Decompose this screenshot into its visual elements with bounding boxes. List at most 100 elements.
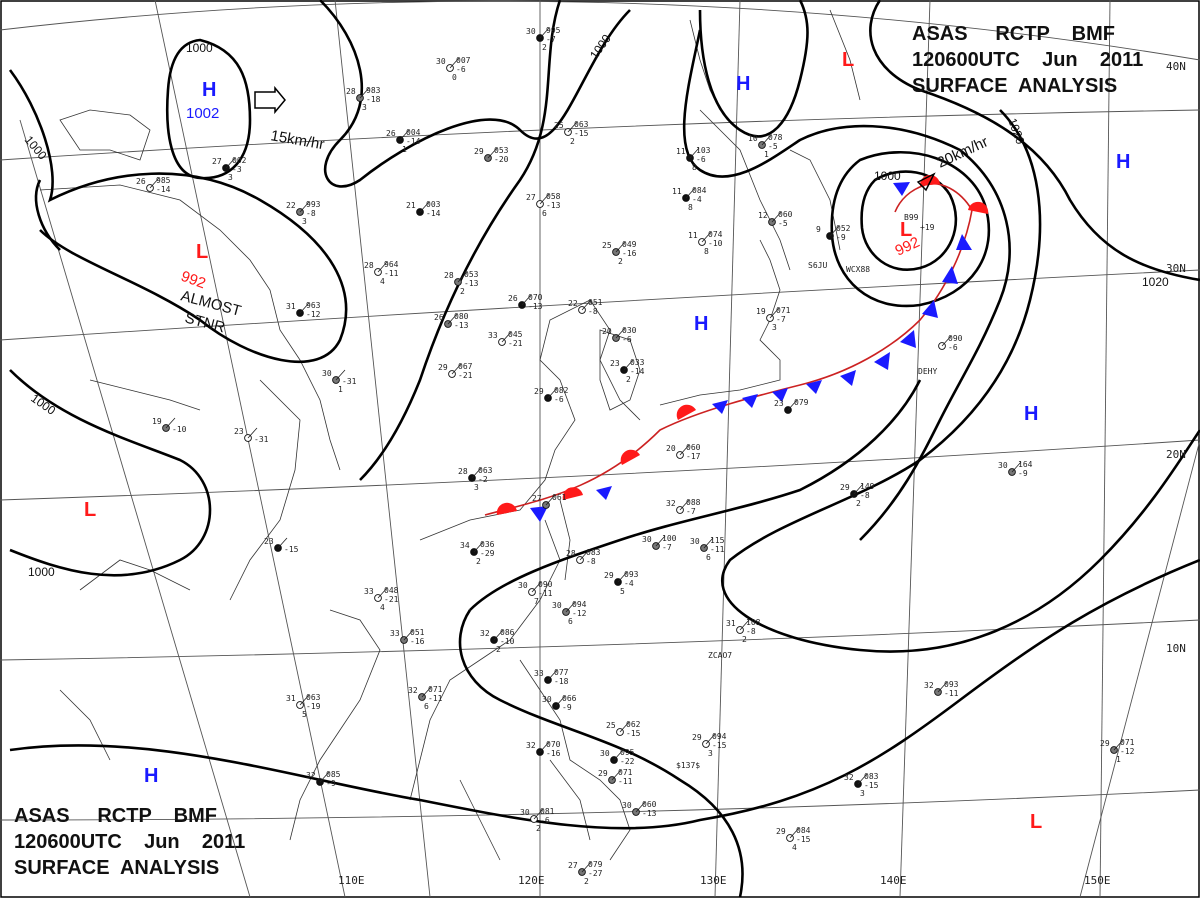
station-code: B99 [904,213,919,222]
station-temperature: 29 [438,363,448,372]
coast-outline [789,149,841,251]
station-plot: 12 060-5 [758,210,793,228]
station-plot: 30 066-9 [542,694,577,712]
station-extra: 3 [708,749,713,758]
station-pressure: 066 [562,694,577,703]
station-tendency: -8 [306,209,316,218]
station-temperature: 11 [672,187,682,196]
wind-barb-icon [679,444,690,456]
station-extra: 8 [688,203,693,212]
station-plot: 33 045-21 [488,330,523,348]
station-pressure: 060 [642,800,657,809]
station-plot: 25 049-162 [602,240,637,266]
station-extra: 5 [302,710,307,719]
wind-barb-icon [615,241,626,253]
coast-outline [549,759,591,841]
station-temperature: 30 [542,695,552,704]
station-tendency: -14 [630,367,645,376]
station-tendency: -11 [618,777,633,786]
station-pressure: 067 [458,362,473,371]
station-pressure: 083 [586,548,601,557]
station-pressure: 030 [622,326,637,335]
front-line [484,183,973,516]
station-temperature: 29 [534,387,544,396]
wind-barb-icon [473,541,484,553]
wind-barb-icon [617,571,628,583]
station-temperature: 21 [406,201,416,210]
station-temperature: 29 [604,571,614,580]
coast-outline [229,379,301,601]
coastlines [39,9,861,861]
station-temperature: 33 [390,629,400,638]
wind-barb-icon [829,225,840,237]
station-tendency: -7 [686,507,696,516]
station-extra: 6 [568,617,573,626]
station-extra: 7 [534,597,539,606]
station-temperature: 31 [726,619,736,628]
station-plot: 28 983-183 [346,86,381,112]
isobar-line [830,151,991,308]
wind-barb-icon [539,741,550,753]
coast-outline [89,379,201,411]
station-plot: 22 993-83 [286,200,321,226]
station-extra: 4 [380,277,385,286]
annotations: 15km/hr 20km/hr ALMOST STNR [179,127,991,336]
station-temperature: 31 [286,694,296,703]
station-extra: 8 [704,247,709,256]
station-temperature: 28 [346,87,356,96]
header-line: SURFACE ANALYSIS [14,857,219,879]
header-top-right: ASAS RCTP BMF 120600UTC Jun 2011 SURFACE… [912,23,1143,97]
wind-barb-icon [539,193,550,205]
wind-barb-icon [299,201,310,213]
station-tendency: -13 [642,809,657,818]
longitude-label: 150E [1084,874,1111,887]
station-plot: 29 093-45 [604,570,639,596]
station-pressure: 062 [626,720,641,729]
cold-front-barb [956,234,972,250]
high-pressure-marker: H [1024,403,1038,425]
warm-front-bump [968,201,989,214]
coast-outline [459,779,501,861]
station-pressure: 084 [796,826,811,835]
station-temperature: 28 [458,467,468,476]
station-pressure: 074 [708,230,723,239]
station-extra: 1 [764,150,769,159]
station-code: +19 [920,223,935,232]
station-plot: 31 108-82 [726,618,761,644]
station-temperature: 28 [444,271,454,280]
station-temperature: 23 [610,359,620,368]
station-pressure: 095 [620,748,635,757]
station-tendency: -12 [1120,747,1135,756]
station-tendency: -6 [540,816,550,825]
wind-barb-icon [769,307,780,319]
station-pressure: 063 [478,466,493,475]
isobar-label: 1000 [874,169,901,183]
station-temperature: 33 [364,587,374,596]
header-line: ASAS RCTP BMF [14,805,217,827]
station-pressure: 053 [464,270,479,279]
coast-outline [39,184,341,471]
meridian-line [899,0,931,898]
wind-barb-icon [857,773,868,785]
cold-front-barb [893,182,910,196]
station-plot: 30 094-126 [552,600,587,626]
station-temperature: 30 [436,57,446,66]
station-plot: 27 061 [532,493,567,509]
header-line: SURFACE ANALYSIS [912,75,1117,97]
wind-barb-icon [565,601,576,613]
station-plot: 23 -15 [264,537,299,554]
station-temperature: 30 [600,749,610,758]
station-temperature: 30 [526,27,536,36]
station-plot: 28 964-114 [364,260,399,286]
station-pressure: 052 [836,224,851,233]
wind-barb-icon [533,808,544,820]
isobar-label: 1000 [186,41,213,55]
cold-front-barb [900,330,916,348]
station-code: S6JU [808,261,827,270]
wind-barb-icon [1011,461,1022,473]
coast-outline [599,329,641,411]
station-plot: 29 082-6 [534,386,569,404]
station-temperature: 33 [488,331,498,340]
wind-barb-icon [761,134,772,146]
